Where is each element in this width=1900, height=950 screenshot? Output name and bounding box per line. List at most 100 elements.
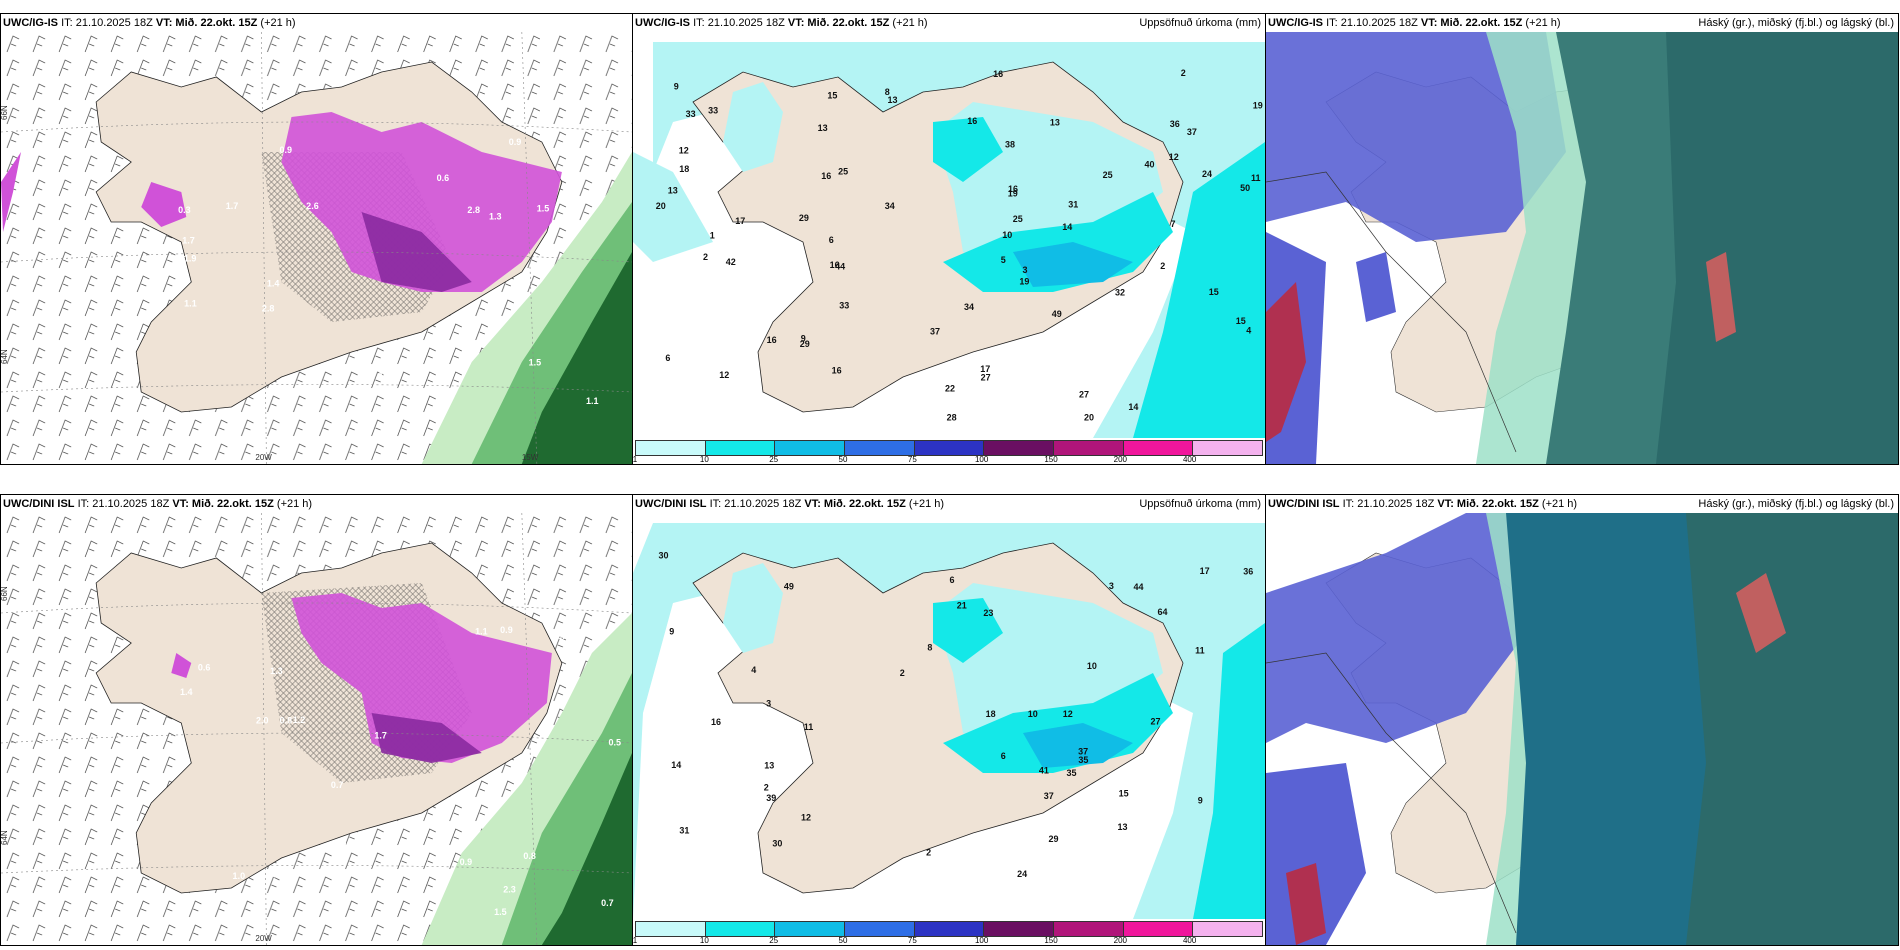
map-value-label: 12	[1063, 709, 1073, 719]
panel-dini-clouds: UWC/DINI ISL IT: 21.10.2025 18Z VT: Mið.…	[1265, 494, 1899, 946]
colorbar: 1 10 25 50 75 100 150 200 400	[633, 919, 1265, 945]
valid-label: VT:	[1420, 17, 1438, 29]
valid-time: Mið. 22.okt. 15Z	[807, 17, 890, 29]
map-value-label: 0.8	[280, 716, 293, 726]
map-value-label: 16	[821, 171, 831, 181]
map-value-label: 4	[1246, 326, 1251, 336]
map-value-label: 44	[1134, 582, 1144, 592]
map-value-label: 12	[801, 813, 811, 823]
lon-label-15: 15W	[522, 453, 539, 462]
map-value-label: 33	[839, 301, 849, 311]
map-value-label: 17	[1200, 566, 1210, 576]
map-value-label: 39	[766, 793, 776, 803]
colorbar-tick: 150	[1044, 936, 1058, 945]
map-value-label: 1.5	[537, 203, 550, 213]
field-title: Háský (gr.), miðský (fj.bl.) og lágský (…	[1698, 17, 1894, 29]
map-value-label: 11	[1195, 645, 1205, 655]
map-value-label: 37	[1187, 127, 1197, 137]
lon-label-20: 20W	[255, 453, 272, 462]
colorbar-cell	[1123, 922, 1194, 936]
map-value-label: 0.3	[178, 205, 191, 215]
map-value-label: 17	[980, 364, 990, 374]
model-name: UWC/DINI ISL	[1268, 498, 1340, 510]
map-value-label: 9	[1198, 796, 1203, 806]
model-name: UWC/IG-IS	[3, 17, 58, 29]
map-value-label: 2	[764, 782, 769, 792]
map-value-label: 36	[1170, 119, 1180, 129]
map-value-label: 6	[829, 235, 834, 245]
colorbar-tick: 75	[907, 936, 917, 945]
map-value-label: 25	[838, 166, 848, 176]
map-value-label: 3	[1109, 581, 1114, 591]
map-value-label: 13	[888, 95, 898, 105]
map-value-label: 16	[967, 116, 977, 126]
map-value-label: 8	[927, 643, 932, 653]
map-value-label: 2.8	[262, 304, 275, 314]
lat-label-66: 66N	[1, 105, 9, 120]
map-value-label: 32	[1115, 288, 1125, 298]
map-value-label: 29	[800, 339, 810, 349]
map-value-label: 11	[804, 722, 814, 732]
map-value-label: 2	[1181, 68, 1186, 78]
colorbar-tick: 100	[974, 455, 989, 464]
valid-time: Mið. 22.okt. 15Z	[175, 17, 258, 29]
map-value-label: 13	[1118, 822, 1128, 832]
map-value-label: 6	[950, 575, 955, 585]
map-value-label: 0.9	[280, 145, 293, 155]
map-value-label: 12	[1169, 152, 1179, 162]
colorbar-tick: 50	[838, 455, 848, 464]
field-title: Háský (gr.), miðský (fj.bl.) og lágský (…	[1698, 498, 1894, 510]
precip-labels: 1314641625759362101121131422273833341529…	[656, 68, 1263, 422]
map-value-label: 19	[1019, 277, 1029, 287]
map-value-label: 14	[671, 760, 681, 770]
map-value-label: 1.1	[586, 396, 599, 406]
map-value-label: 1.6	[434, 335, 447, 345]
lead-time: (+21 h)	[260, 17, 296, 29]
colorbar-cell	[705, 441, 776, 455]
map-value-label: 0.7	[601, 898, 614, 908]
map-value-label: 1.1	[475, 626, 488, 636]
map-value-label: 0.4	[380, 424, 393, 434]
rain-band-dark	[521, 252, 632, 464]
map-value-label: 1.2	[293, 715, 306, 725]
valid-label: VT:	[172, 498, 189, 510]
colorbar-tick: 200	[1113, 455, 1128, 464]
panel-header: UWC/DINI ISL IT: 21.10.2025 18Z VT: Mið.…	[1, 495, 632, 513]
map-value-label: 25	[1013, 214, 1023, 224]
panel-ig-is-precip: UWC/IG-IS IT: 21.10.2025 18Z VT: Mið. 22…	[632, 13, 1266, 465]
map-value-label: 35	[1067, 768, 1077, 778]
valid-time: Mið. 22.okt. 15Z	[823, 498, 906, 510]
map-value-label: 28	[947, 412, 957, 422]
map-value-label: 16	[830, 260, 840, 270]
map-value-label: 18	[679, 164, 689, 174]
model-name: UWC/DINI ISL	[3, 498, 75, 510]
panel-ig-is-clouds: UWC/IG-IS IT: 21.10.2025 18Z VT: Mið. 22…	[1265, 13, 1899, 465]
snow-depth-labels: 1.5 1.7 2.1 0.6 1.0 0.9 1.3 1.9 2.8 0.4 0.3 1.1 1.4 1…	[178, 137, 618, 440]
map-value-label: 3	[1023, 265, 1028, 275]
colorbar-tick: 400	[1182, 936, 1197, 945]
map-value-label: 49	[784, 581, 794, 591]
map-value-label: 40	[1145, 159, 1155, 169]
map-value-label: 25	[1103, 170, 1113, 180]
valid-time: Mið. 22.okt. 15Z	[1456, 498, 1539, 510]
map-value-label: 1.0	[238, 406, 251, 416]
valid-label: VT:	[1437, 498, 1454, 510]
map-value-label: 37	[930, 327, 940, 337]
colorbar: 1 10 25 50 75 100 150 200 400	[633, 438, 1265, 464]
colorbar-tick: 1	[632, 455, 638, 464]
colorbar-cell	[636, 441, 706, 455]
map-value-label: 18	[986, 709, 996, 719]
map-value-label: 30	[772, 839, 782, 849]
map-value-label: 5	[1001, 255, 1006, 265]
map-value-label: 24	[1202, 169, 1212, 179]
map-value-label: 8	[885, 87, 890, 97]
map-value-label: 31	[1068, 199, 1078, 209]
map-value-label: 1.4	[180, 687, 193, 697]
colorbar-cell	[1193, 922, 1263, 936]
map-precip: 13 11 3 4 9 6 17 14 8 3 12 2 31 30 35 16 37 10 11 21 23 64 9 44…	[633, 513, 1265, 919]
map-value-label: 1.2	[377, 366, 390, 376]
map-value-label: 3	[766, 699, 771, 709]
map-value-label: 1.7	[182, 236, 195, 246]
valid-time: Mið. 22.okt. 15Z	[191, 498, 274, 510]
map-value-label: 20	[1084, 413, 1094, 423]
